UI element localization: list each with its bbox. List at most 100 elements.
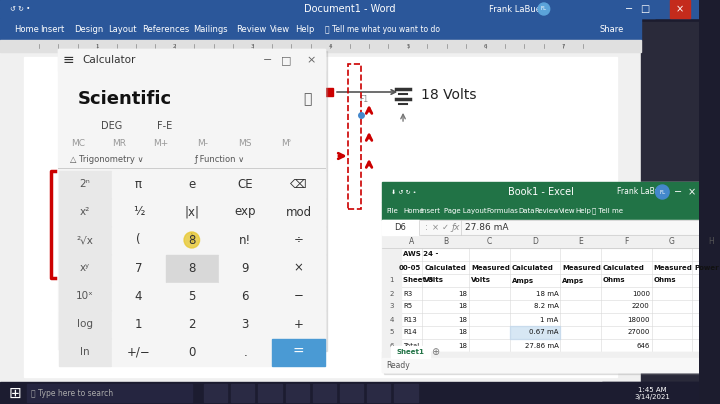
Text: CE: CE	[238, 177, 253, 191]
Bar	[219, 227, 271, 253]
Text: 1 mA: 1 mA	[540, 316, 559, 322]
Text: 1:45 AM
3/14/2021: 1:45 AM 3/14/2021	[635, 387, 670, 400]
Text: MS: MS	[238, 139, 251, 149]
Text: +: +	[294, 318, 304, 330]
Text: □: □	[282, 55, 292, 65]
Text: Book1 - Excel: Book1 - Excel	[508, 187, 573, 197]
Text: Measured: Measured	[471, 265, 510, 271]
Text: ⌫: ⌫	[290, 177, 307, 191]
Text: ln: ln	[80, 347, 90, 357]
Text: 18: 18	[458, 290, 467, 297]
Bar	[112, 339, 165, 366]
Text: Help: Help	[295, 25, 315, 34]
Text: 7: 7	[135, 261, 142, 274]
Text: C: C	[487, 237, 492, 246]
Bar	[59, 282, 111, 309]
Bar	[219, 198, 271, 225]
Text: ƒx: ƒx	[451, 223, 460, 232]
Text: H: H	[708, 237, 714, 246]
Text: 8: 8	[188, 261, 196, 274]
Bar	[641, 22, 699, 382]
Bar	[166, 198, 218, 225]
Text: ×: ×	[294, 261, 304, 274]
Text: Document1 - Word: Document1 - Word	[304, 4, 395, 14]
Bar	[166, 282, 218, 309]
Text: 18000: 18000	[627, 316, 649, 322]
Text: ⏱: ⏱	[304, 92, 312, 106]
Bar	[112, 170, 165, 198]
Text: Page Layout: Page Layout	[444, 208, 487, 214]
Circle shape	[538, 3, 549, 15]
Bar	[0, 40, 641, 52]
Bar	[166, 170, 218, 198]
Bar	[510, 326, 560, 339]
Text: 6: 6	[241, 290, 249, 303]
Text: 1000: 1000	[631, 290, 649, 297]
Text: View: View	[270, 25, 290, 34]
Text: Frank LaBue: Frank LaBue	[617, 187, 664, 196]
Text: AWS 24 -: AWS 24 -	[403, 252, 438, 257]
Text: Mʾ: Mʾ	[282, 139, 292, 149]
Text: Calculated: Calculated	[512, 265, 554, 271]
Bar	[59, 170, 111, 198]
Bar	[166, 339, 218, 366]
Text: ⊞: ⊞	[8, 385, 21, 400]
Bar	[348, 64, 361, 209]
Text: Power: Power	[694, 265, 719, 271]
Text: 2ⁿ: 2ⁿ	[80, 179, 90, 189]
Text: M+: M+	[153, 139, 169, 149]
Bar	[272, 339, 325, 366]
Text: B: B	[444, 237, 449, 246]
Text: 18: 18	[458, 303, 467, 309]
Text: ×: ×	[688, 187, 696, 197]
Bar	[382, 352, 699, 372]
Text: Help: Help	[575, 208, 591, 214]
Text: 4: 4	[135, 290, 142, 303]
Text: R13: R13	[403, 316, 417, 322]
Text: MC: MC	[71, 139, 85, 149]
Bar	[382, 235, 699, 248]
Text: 18 mA: 18 mA	[536, 290, 559, 297]
Text: −: −	[674, 187, 682, 197]
Text: 6: 6	[389, 343, 394, 349]
Text: 2: 2	[173, 44, 176, 48]
Text: D: D	[532, 237, 538, 246]
Text: ⭐ Tell me what you want to do: ⭐ Tell me what you want to do	[325, 25, 441, 34]
Text: xʸ: xʸ	[80, 263, 90, 273]
Bar	[382, 202, 699, 220]
Text: □: □	[640, 4, 649, 14]
Text: x²: x²	[80, 207, 90, 217]
Text: 4: 4	[390, 316, 394, 322]
Text: Ohms: Ohms	[603, 278, 626, 284]
Bar	[112, 227, 165, 253]
Bar	[59, 255, 111, 282]
Bar	[312, 384, 336, 402]
Text: 3: 3	[389, 303, 394, 309]
Text: +/−: +/−	[127, 345, 150, 358]
Bar	[58, 49, 325, 71]
Bar	[60, 51, 328, 351]
Text: π: π	[135, 177, 142, 191]
Text: −: −	[262, 55, 271, 65]
Bar	[340, 384, 363, 402]
Text: 3: 3	[241, 318, 249, 330]
Bar	[204, 384, 228, 402]
Text: Volts: Volts	[471, 278, 491, 284]
Bar	[272, 198, 325, 225]
Text: Home: Home	[403, 208, 424, 214]
Text: 8: 8	[188, 234, 196, 246]
Bar	[59, 227, 111, 253]
Text: 18: 18	[458, 343, 467, 349]
Bar	[166, 227, 218, 253]
Bar	[382, 182, 699, 202]
Text: Share: Share	[600, 25, 624, 34]
Circle shape	[655, 185, 669, 199]
Text: Insert: Insert	[40, 25, 64, 34]
Text: Frank LaBue: Frank LaBue	[489, 4, 541, 13]
Bar	[0, 382, 699, 404]
Text: View: View	[559, 208, 575, 214]
Bar	[635, 0, 654, 18]
Bar	[670, 0, 690, 18]
Text: Volts: Volts	[424, 278, 444, 284]
Text: log: log	[77, 319, 93, 329]
